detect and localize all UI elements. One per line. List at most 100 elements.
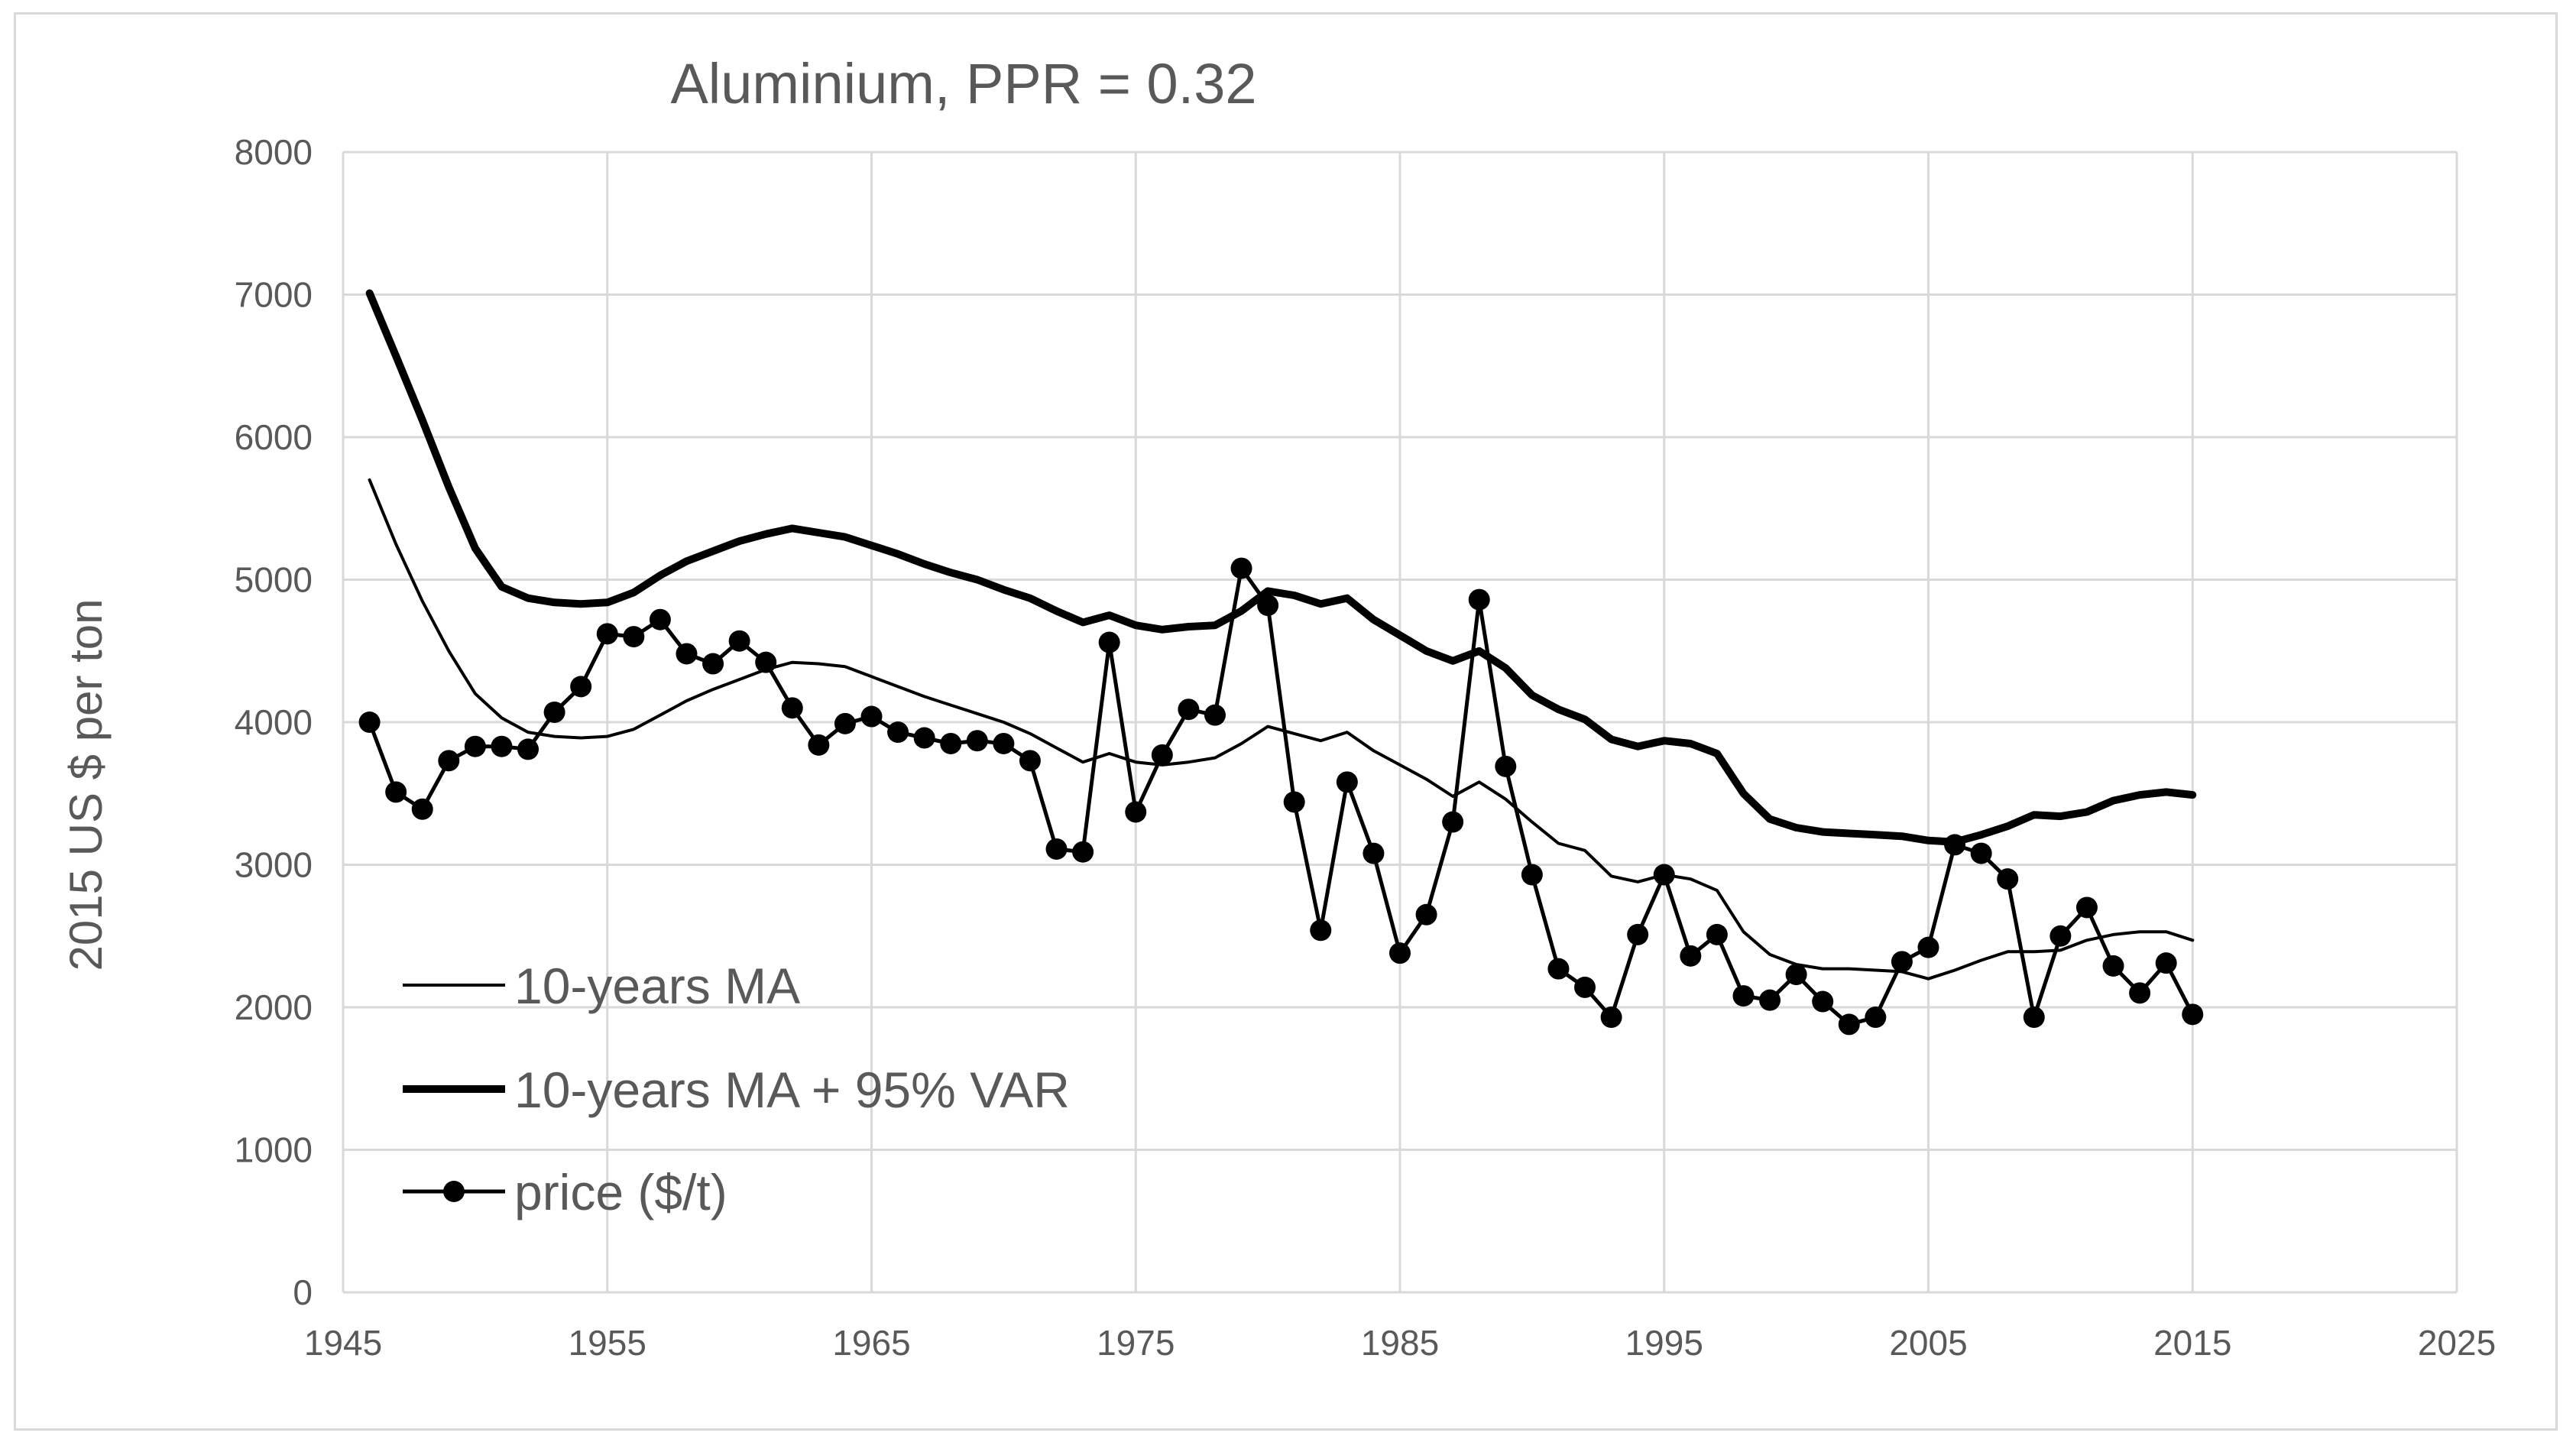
y-tick-label: 1000 [235, 1130, 313, 1170]
price-marker [2102, 955, 2124, 977]
chart-canvas: Aluminium, PPR = 0.32 2015 US $ per ton … [60, 52, 2497, 1363]
price-marker [1653, 864, 1675, 886]
price-marker [358, 712, 381, 733]
y-tick-label: 3000 [235, 845, 313, 885]
price-marker [464, 735, 486, 757]
price-marker [385, 781, 407, 803]
price-marker [1495, 755, 1517, 777]
price-marker [1838, 1013, 1860, 1036]
price-marker [596, 623, 618, 645]
price-marker [1680, 945, 1702, 967]
price-marker [1204, 704, 1226, 726]
price-marker [1045, 838, 1068, 860]
y-tick-label: 4000 [235, 702, 313, 742]
price-marker [411, 798, 433, 820]
price-marker [1125, 801, 1147, 823]
x-tick-label: 1975 [1097, 1323, 1175, 1363]
price-marker [517, 738, 540, 760]
legend-label-1: 10-years MA [514, 958, 800, 1014]
y-tick-label: 2000 [235, 987, 313, 1027]
price-marker [1178, 699, 1200, 721]
price-marker [2129, 982, 2151, 1004]
price-marker [781, 697, 803, 719]
price-marker [940, 732, 962, 754]
x-tick-label: 2005 [1889, 1323, 1967, 1363]
tick-labels: 0 1000 2000 3000 4000 5000 6000 7000 8000 1945 195… [235, 132, 2497, 1363]
price-marker [993, 732, 1015, 754]
series-layer [358, 289, 2204, 1036]
price-marker [834, 712, 856, 734]
x-tick-label: 2025 [2418, 1323, 2496, 1363]
price-marker [1574, 976, 1596, 998]
price-marker [1732, 985, 1755, 1007]
price-marker [913, 727, 935, 749]
price-marker [676, 643, 698, 665]
y-tick-label: 0 [293, 1272, 313, 1312]
series-line-1 [368, 478, 2195, 981]
price-marker [570, 676, 592, 698]
price-marker [2155, 952, 2177, 974]
series-line-3 [368, 566, 2195, 1026]
x-tick-label: 1945 [304, 1323, 382, 1363]
price-marker [623, 626, 645, 648]
x-tick-label: 2015 [2153, 1323, 2231, 1363]
price-marker [1072, 841, 1094, 863]
legend-marker [443, 1181, 465, 1202]
price-marker [1785, 964, 1807, 986]
price-marker [649, 608, 671, 630]
price-marker [1363, 842, 1385, 864]
price-marker [1283, 791, 1305, 813]
price-marker [1442, 811, 1464, 833]
x-tick-label: 1965 [832, 1323, 910, 1363]
y-tick-label: 7000 [235, 275, 313, 315]
price-marker [1336, 771, 1358, 793]
gridlines [342, 151, 2458, 1294]
price-marker [2075, 896, 2098, 919]
price-marker [1019, 750, 1041, 772]
price-marker [2182, 1003, 2204, 1026]
price-marker [755, 651, 777, 673]
legend: 10-years MA 10-years MA + 95% VAR price ($… [403, 958, 1070, 1220]
series-line-2 [365, 289, 2197, 846]
price-marker [1627, 923, 1649, 945]
price-marker [1310, 919, 1332, 942]
price-marker [438, 750, 460, 772]
price-marker [860, 705, 883, 728]
price-marker [2023, 1007, 2045, 1029]
price-marker [966, 730, 988, 752]
y-tick-label: 8000 [235, 132, 313, 172]
price-marker [1917, 936, 1939, 958]
price-marker [1600, 1007, 1622, 1029]
price-marker [543, 701, 565, 723]
x-tick-label: 1995 [1625, 1323, 1703, 1363]
price-marker [1415, 903, 1437, 925]
price-marker [1944, 834, 1966, 856]
y-tick-label: 5000 [235, 560, 313, 600]
price-marker [1812, 990, 1834, 1013]
price-marker [808, 734, 830, 756]
price-marker [491, 735, 513, 757]
price-marker [1230, 557, 1252, 579]
price-marker [728, 630, 750, 652]
price-marker [1865, 1007, 1887, 1029]
legend-label-3: price ($/t) [514, 1164, 727, 1220]
chart-frame: Aluminium, PPR = 0.32 2015 US $ per ton … [14, 12, 2558, 1431]
price-marker [1997, 868, 2019, 890]
price-marker [1257, 595, 1279, 617]
price-marker [1521, 864, 1543, 886]
price-marker [2049, 925, 2072, 947]
price-marker [702, 653, 724, 675]
y-tick-label: 6000 [235, 417, 313, 457]
price-marker [1098, 631, 1120, 653]
price-marker [1468, 588, 1490, 611]
price-marker [1706, 923, 1728, 945]
y-axis-title: 2015 US $ per ton [60, 598, 112, 971]
chart-title: Aluminium, PPR = 0.32 [670, 52, 1256, 115]
price-marker [1891, 951, 1913, 973]
legend-label-2: 10-years MA + 95% VAR [514, 1062, 1070, 1118]
price-marker [887, 721, 909, 744]
price-marker [1970, 842, 1992, 864]
price-marker [1759, 989, 1781, 1011]
x-tick-label: 1955 [569, 1323, 646, 1363]
x-tick-label: 1985 [1361, 1323, 1439, 1363]
